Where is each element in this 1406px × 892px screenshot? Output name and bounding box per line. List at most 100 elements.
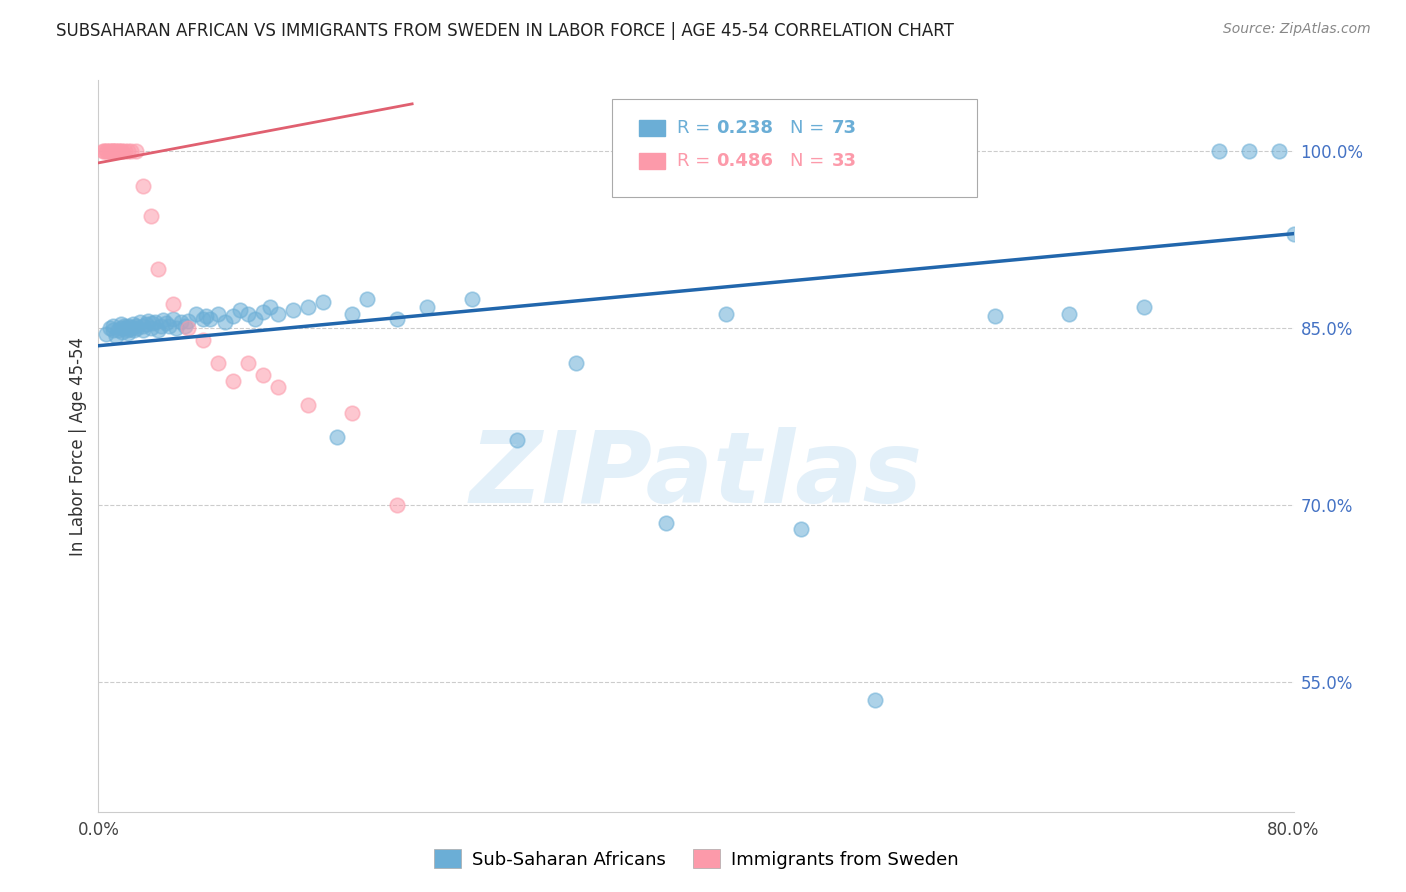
Point [141, 316, 163, 330]
Point [114, 321, 136, 335]
Point [112, 318, 135, 333]
Point [114, 144, 136, 158]
Text: R =: R = [676, 119, 716, 136]
Point [132, 323, 155, 337]
Point [865, 692, 887, 706]
Point [191, 311, 214, 326]
Point [191, 333, 214, 347]
Point [789, 522, 811, 536]
Point [125, 144, 148, 158]
Point [565, 356, 588, 370]
Point [117, 318, 139, 333]
Y-axis label: In Labor Force | Age 45-54: In Labor Force | Age 45-54 [69, 336, 87, 556]
Point [236, 307, 259, 321]
Point [214, 315, 236, 329]
Point [356, 292, 378, 306]
Point [157, 318, 180, 333]
Point [252, 368, 274, 383]
Point [148, 262, 170, 277]
Point [132, 179, 155, 194]
Point [342, 406, 364, 420]
Text: 0.486: 0.486 [716, 152, 773, 169]
Point [207, 307, 229, 321]
Point [110, 321, 132, 335]
Text: SUBSAHARAN AFRICAN VS IMMIGRANTS FROM SWEDEN IN LABOR FORCE | AGE 45-54 CORRELAT: SUBSAHARAN AFRICAN VS IMMIGRANTS FROM SW… [56, 22, 955, 40]
Point [984, 310, 1007, 324]
Text: 33: 33 [832, 152, 858, 169]
Text: R =: R = [676, 152, 716, 169]
Point [252, 304, 274, 318]
Point [1133, 300, 1156, 314]
Point [108, 144, 131, 158]
Point [91, 144, 114, 158]
Point [121, 318, 143, 332]
Point [207, 356, 229, 370]
Point [165, 321, 187, 335]
Point [714, 307, 737, 321]
Point [162, 311, 184, 326]
Point [100, 321, 122, 335]
Point [177, 321, 200, 335]
Bar [638, 120, 665, 136]
Point [103, 144, 125, 158]
Point [117, 326, 139, 340]
Point [105, 144, 128, 158]
Point [1208, 144, 1230, 158]
Point [245, 311, 267, 326]
Point [1237, 144, 1260, 158]
Point [150, 318, 173, 333]
Point [96, 144, 118, 158]
Point [94, 144, 117, 158]
Text: N =: N = [790, 152, 831, 169]
Text: 0.238: 0.238 [716, 119, 773, 136]
Point [127, 321, 149, 335]
Point [267, 307, 290, 321]
Point [506, 433, 529, 447]
Point [297, 398, 319, 412]
Point [110, 144, 132, 158]
Point [135, 318, 157, 332]
Point [297, 300, 319, 314]
Point [169, 315, 191, 329]
Point [104, 144, 127, 158]
Point [1059, 307, 1081, 321]
Point [385, 498, 409, 512]
Point [222, 374, 245, 388]
Point [311, 295, 333, 310]
Point [107, 323, 129, 337]
Point [103, 144, 125, 158]
Point [115, 323, 138, 337]
Point [125, 318, 148, 333]
Point [236, 356, 259, 370]
Point [155, 316, 177, 330]
Point [93, 144, 115, 158]
Point [184, 307, 207, 321]
Point [222, 310, 245, 324]
Point [1267, 144, 1289, 158]
Point [107, 144, 129, 158]
Bar [638, 153, 665, 169]
Point [152, 312, 174, 326]
Point [100, 144, 122, 158]
Point [200, 311, 222, 326]
Point [136, 314, 159, 328]
Point [120, 144, 142, 158]
Legend: Sub-Saharan Africans, Immigrants from Sweden: Sub-Saharan Africans, Immigrants from Sw… [426, 842, 966, 876]
Point [342, 307, 364, 321]
Point [105, 329, 128, 343]
Point [281, 303, 304, 318]
Point [143, 315, 166, 329]
Point [174, 318, 197, 333]
Point [124, 323, 146, 337]
Point [385, 311, 409, 326]
Point [97, 144, 120, 158]
Point [101, 144, 124, 158]
Point [148, 323, 170, 337]
Point [177, 314, 200, 328]
Point [132, 318, 155, 333]
Point [120, 319, 142, 334]
FancyBboxPatch shape [613, 99, 977, 197]
Point [139, 209, 162, 223]
Point [129, 315, 152, 329]
Point [117, 144, 139, 158]
